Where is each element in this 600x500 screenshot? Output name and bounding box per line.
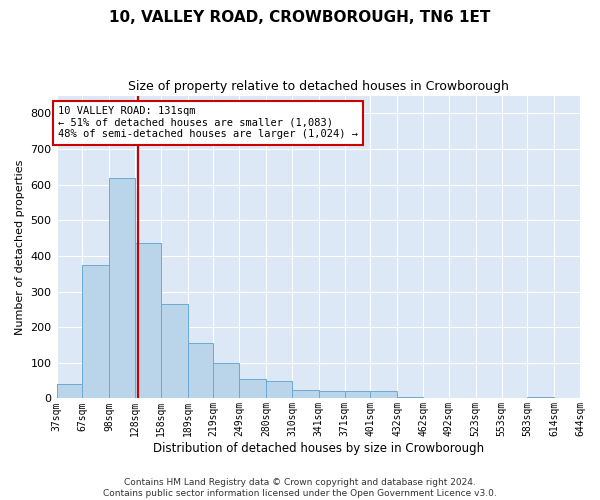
Title: Size of property relative to detached houses in Crowborough: Size of property relative to detached ho… [128,80,509,93]
Y-axis label: Number of detached properties: Number of detached properties [15,160,25,334]
Bar [266,380,292,398]
Bar [214,363,239,398]
Bar [319,392,344,398]
Text: 10, VALLEY ROAD, CROWBOROUGH, TN6 1ET: 10, VALLEY ROAD, CROWBOROUGH, TN6 1ET [109,10,491,25]
Text: 10 VALLEY ROAD: 131sqm
← 51% of detached houses are smaller (1,083)
48% of semi-: 10 VALLEY ROAD: 131sqm ← 51% of detached… [58,106,358,140]
Bar [109,178,135,398]
Bar [56,384,82,398]
Bar [370,392,397,398]
Bar [239,379,266,398]
Bar [292,390,319,398]
X-axis label: Distribution of detached houses by size in Crowborough: Distribution of detached houses by size … [153,442,484,455]
Bar [135,244,161,398]
Bar [161,304,188,398]
Bar [82,265,109,398]
Bar [188,343,214,398]
Bar [344,392,370,398]
Bar [397,396,423,398]
Bar [527,396,554,398]
Text: Contains HM Land Registry data © Crown copyright and database right 2024.
Contai: Contains HM Land Registry data © Crown c… [103,478,497,498]
